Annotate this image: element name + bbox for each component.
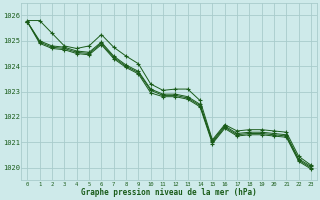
X-axis label: Graphe pression niveau de la mer (hPa): Graphe pression niveau de la mer (hPa) xyxy=(81,188,257,197)
